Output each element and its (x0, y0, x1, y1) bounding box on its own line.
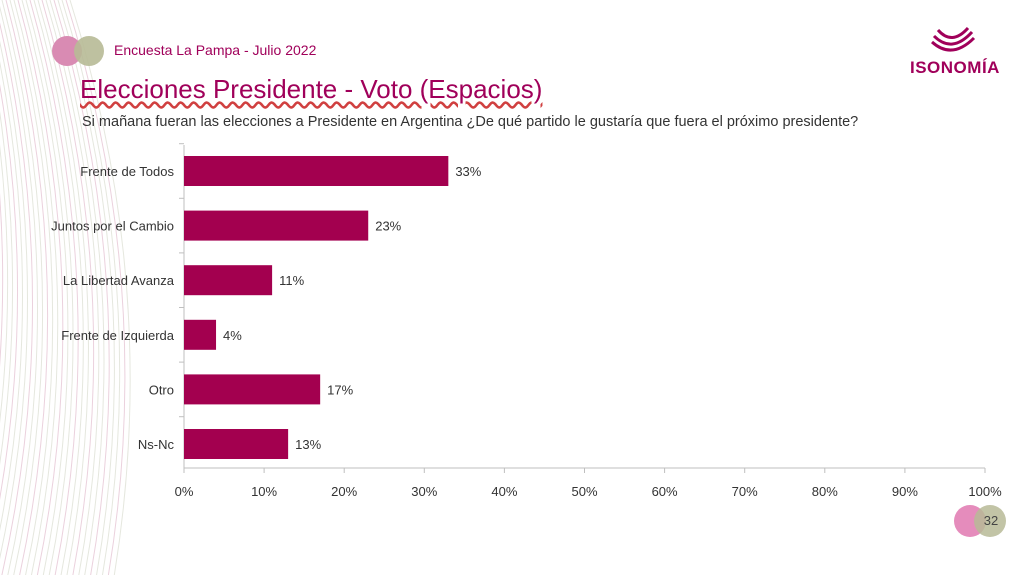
survey-question: Si mañana fueran las elecciones a Presid… (82, 114, 859, 130)
decorative-curve (1, 0, 44, 575)
decorative-curve (49, 0, 105, 575)
data-label: 4% (223, 328, 242, 343)
page-number: 32 (983, 513, 999, 528)
value-tick-label: 0% (175, 484, 194, 499)
value-tick-label: 70% (732, 484, 758, 499)
value-tick-label: 10% (251, 484, 277, 499)
decorative-curve (29, 0, 79, 575)
decorative-curve (5, 0, 49, 575)
decorative-curve (13, 0, 59, 575)
category-label: Juntos por el Cambio (51, 219, 174, 234)
value-tick-label: 60% (652, 484, 678, 499)
decorative-curve (65, 0, 126, 575)
value-tick-label: 100% (968, 484, 1002, 499)
decorative-curve (17, 0, 64, 575)
data-label: 33% (455, 164, 481, 179)
decorative-curve (0, 111, 14, 465)
decorative-curve (25, 0, 74, 575)
decorative-curve (33, 0, 84, 575)
data-label: 13% (295, 437, 321, 452)
category-label: Frente de Izquierda (61, 328, 175, 343)
value-tick-label: 50% (571, 484, 597, 499)
bar (184, 374, 321, 405)
brand-logo: ISONOMÍA (902, 24, 1002, 84)
value-tick-label: 80% (812, 484, 838, 499)
decorative-curve (57, 0, 115, 575)
bar (184, 156, 449, 186)
decorative-curve (69, 0, 131, 575)
header-circles-logo (52, 36, 108, 66)
decorative-curve (61, 0, 121, 575)
decorative-curve (0, 40, 28, 560)
decorative-curve (53, 0, 110, 575)
data-label: 23% (375, 219, 401, 234)
value-tick-label: 90% (892, 484, 918, 499)
decorative-curve (0, 6, 39, 575)
brand-swoosh-icon (930, 26, 976, 52)
value-tick-label: 40% (491, 484, 517, 499)
category-label: La Libertad Avanza (63, 273, 175, 288)
bar (184, 210, 369, 241)
value-tick-label: 30% (411, 484, 437, 499)
decorative-curve (21, 0, 69, 575)
category-label: Frente de Todos (80, 164, 174, 179)
bar (184, 319, 217, 350)
decorative-curve (45, 0, 100, 575)
brand-name: ISONOMÍA (910, 58, 1000, 77)
data-label: 17% (327, 382, 353, 397)
category-label: Otro (149, 382, 174, 397)
bar (184, 265, 273, 296)
decorative-curve (37, 0, 89, 575)
decorative-curve (0, 144, 9, 424)
decorative-curve (0, 84, 19, 500)
decorative-curve (41, 0, 95, 575)
decorative-curve (0, 61, 23, 531)
page-number-badge: 32 (954, 505, 1010, 539)
decorative-curve (0, 22, 33, 575)
data-label: 11% (279, 273, 304, 288)
value-tick-label: 20% (331, 484, 357, 499)
decorative-curve (0, 192, 4, 367)
decorative-curve (9, 0, 54, 575)
category-label: Ns-Nc (138, 437, 175, 452)
survey-label: Encuesta La Pampa - Julio 2022 (114, 42, 317, 58)
bar (184, 429, 289, 459)
page-title: Elecciones Presidente - Voto (Espacios) (80, 74, 543, 104)
